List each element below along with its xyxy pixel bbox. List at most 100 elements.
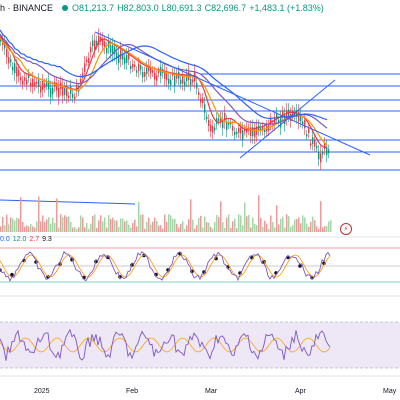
volume-bar <box>68 216 70 232</box>
candle-body <box>92 40 94 47</box>
volume-bar <box>26 225 28 232</box>
candle-body <box>310 143 312 146</box>
candle-body <box>26 79 28 85</box>
volume-bar <box>194 228 196 232</box>
candle-body <box>252 127 254 137</box>
candle-body <box>88 57 90 64</box>
volume-bar <box>208 222 210 232</box>
candle-body <box>68 95 70 99</box>
candle-body <box>52 87 54 95</box>
candle-body <box>116 52 118 59</box>
volume-bar <box>116 220 118 232</box>
candle-body <box>198 92 200 95</box>
rsi-signal-line <box>0 337 331 353</box>
candle-body <box>94 40 96 50</box>
volume-bar <box>322 227 324 232</box>
volume-bar <box>188 219 190 232</box>
volume-bar <box>166 221 168 232</box>
candle-body <box>202 98 204 104</box>
volume-bar <box>108 215 110 232</box>
candle-body <box>98 35 100 45</box>
volume-bar <box>140 215 142 232</box>
volume-bar <box>246 216 248 232</box>
candle-body <box>184 81 186 87</box>
candle-body <box>150 67 152 74</box>
lightning-icon[interactable]: ⚡ <box>340 223 352 235</box>
volume-bar <box>190 199 192 232</box>
volume-bar <box>110 218 112 232</box>
volume-bar <box>234 218 236 232</box>
volume-bar <box>4 225 6 232</box>
descending-trendline <box>94 31 371 156</box>
volume-bar <box>262 226 264 232</box>
candle-body <box>58 87 60 98</box>
volume-bar <box>152 221 154 232</box>
candle-body <box>140 65 142 70</box>
volume-bar <box>32 226 34 232</box>
candle-body <box>322 152 324 155</box>
volume-bar <box>278 224 280 232</box>
candle-body <box>156 75 158 81</box>
volume-bar <box>52 217 54 232</box>
volume-bar <box>302 215 304 232</box>
volume-bar <box>10 217 12 232</box>
volume-bar <box>120 218 122 232</box>
indicator-dot <box>10 272 14 277</box>
candle-body <box>142 72 144 78</box>
volume-bar <box>252 217 254 232</box>
volume-bar <box>70 221 72 232</box>
indicator-values: 0.0 12.0 2.7 9.3 <box>0 236 55 243</box>
candle-body <box>294 111 296 116</box>
candle-body <box>74 96 76 100</box>
volume-bar <box>186 225 188 232</box>
volume-bar <box>30 223 32 232</box>
volume-bar <box>90 223 92 232</box>
candle-body <box>152 70 154 73</box>
candle-body <box>4 41 6 49</box>
candle-body <box>182 75 184 84</box>
volume-bar <box>128 224 130 232</box>
candle-body <box>220 116 222 122</box>
candle-body <box>48 80 50 90</box>
volume-bar <box>204 216 206 232</box>
volume-bar <box>206 222 208 232</box>
candle-body <box>204 104 206 113</box>
candle-body <box>136 70 138 73</box>
volume-bar <box>94 214 96 232</box>
candle-body <box>298 112 300 122</box>
volume-bar <box>34 227 36 232</box>
volume-bar <box>324 226 326 232</box>
candle-body <box>18 69 20 77</box>
candle-body <box>304 120 306 129</box>
volume-bar <box>38 196 40 232</box>
candle-body <box>42 81 44 90</box>
volume-bar <box>242 225 244 232</box>
volume-bar <box>274 227 276 232</box>
volume-bar <box>212 228 214 232</box>
candle-body <box>34 82 36 87</box>
x-axis-label-apr: Apr <box>295 388 306 395</box>
volume-bar <box>202 227 204 232</box>
volume-bar <box>256 225 258 232</box>
volume-bar <box>0 226 2 232</box>
candle-body <box>22 80 24 85</box>
volume-bar <box>174 218 176 232</box>
candle-body <box>236 131 238 134</box>
candle-body <box>192 79 194 83</box>
volume-bar <box>210 226 212 232</box>
volume-trendline <box>0 199 136 205</box>
volume-bar <box>258 195 260 232</box>
volume-bar <box>306 223 308 232</box>
volume-bar <box>46 219 48 232</box>
candle-body <box>8 57 10 64</box>
candle-body <box>120 49 122 60</box>
symbol-label[interactable]: h · BINANCE <box>0 3 54 13</box>
volume-bar <box>142 214 144 232</box>
candle-body <box>134 64 136 67</box>
candle-body <box>306 134 308 137</box>
volume-bar <box>294 219 296 232</box>
candle-body <box>318 151 320 160</box>
volume-bar <box>60 214 62 232</box>
indicator-value-1: 0.0 <box>0 236 10 243</box>
